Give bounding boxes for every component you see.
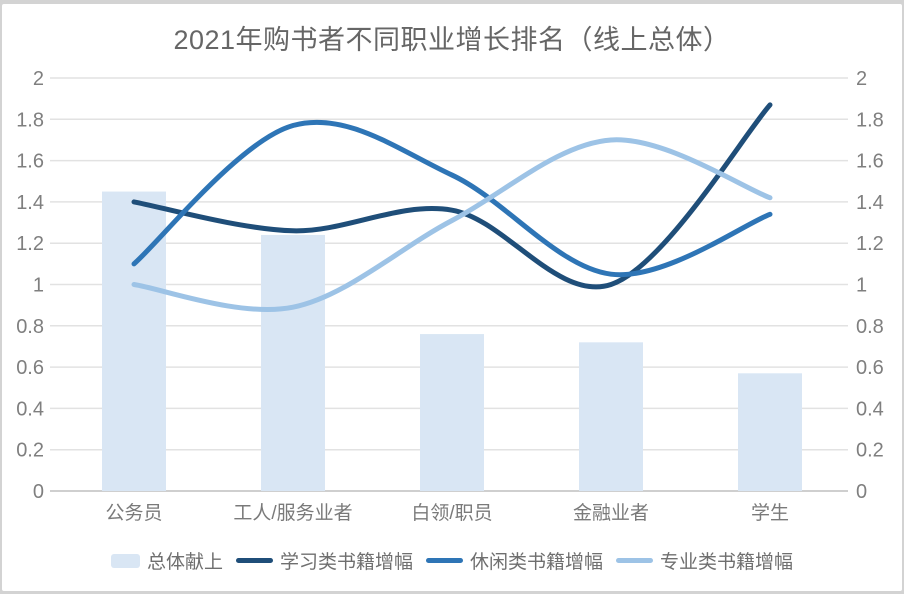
legend-line-swatch-icon xyxy=(616,558,654,563)
y-tick-label-right: 1 xyxy=(856,275,867,297)
y-tick-label-right: 0.2 xyxy=(856,440,884,462)
line-series-1 xyxy=(131,119,773,278)
legend-bar-swatch-icon xyxy=(110,553,140,568)
line-series-0 xyxy=(131,102,773,290)
legend-line-swatch-icon xyxy=(235,558,273,563)
y-tick-label-right: 1.8 xyxy=(856,109,884,131)
y-tick-label-left: 0.2 xyxy=(16,440,44,462)
y-tick-label-right: 1.6 xyxy=(856,151,884,173)
y-tick-label-left: 1 xyxy=(33,275,44,297)
y-tick-label-left: 0.4 xyxy=(16,398,44,420)
x-axis-label-0: 公务员 xyxy=(105,502,162,524)
legend-label-3: 专业类书籍增幅 xyxy=(660,552,794,573)
y-tick-label-right: 0.4 xyxy=(856,398,884,420)
bar-1 xyxy=(261,234,325,491)
y-tick-label-left: 0.6 xyxy=(16,357,44,379)
bar-4 xyxy=(738,373,802,491)
y-tick-label-left: 1.8 xyxy=(16,109,44,131)
chart-title: 2021年购书者不同职业增长排名（线上总体） xyxy=(173,25,731,55)
y-tick-label-left: 1.2 xyxy=(16,233,44,255)
y-tick-label-left: 1.6 xyxy=(16,151,44,173)
x-axis-label-4: 学生 xyxy=(751,502,789,524)
y-tick-label-left: 0.8 xyxy=(16,316,44,338)
legend-item-3[interactable]: 专业类书籍增幅 xyxy=(616,547,793,574)
y-tick-label-right: 1.4 xyxy=(856,192,884,214)
chart-legend: 总体献上 学习类书籍增幅 休闲类书籍增幅 专业类书籍增幅 xyxy=(2,547,902,574)
chart-card: 2021年购书者不同职业增长排名（线上总体） 0 0 0.2 0.2 0.4 0.4 0.6… xyxy=(2,4,902,591)
legend-line-swatch-icon xyxy=(426,558,463,563)
y-tick-label-right: 0.6 xyxy=(856,357,884,379)
y-tick-label-right: 1.2 xyxy=(856,233,884,255)
y-tick-label-right: 0.8 xyxy=(856,316,884,338)
x-axis-label-1: 工人/服务业者 xyxy=(233,502,352,524)
y-tick-label-left: 2 xyxy=(33,68,44,90)
legend-item-0[interactable]: 总体献上 xyxy=(110,547,223,574)
bar-3 xyxy=(579,342,643,491)
chart-plot-area: 0 0 0.2 0.2 0.4 0.4 0.6 0.6 0.8 0.8 1 1 1.2 1.2 1.4 1.4… xyxy=(16,68,884,524)
x-axis-label-3: 金融业者 xyxy=(573,502,649,524)
legend-item-1[interactable]: 学习类书籍增幅 xyxy=(235,547,413,574)
legend-label-0: 总体献上 xyxy=(146,552,223,573)
y-tick-label-right: 0 xyxy=(856,481,867,503)
bar-2 xyxy=(420,334,484,491)
legend-label-1: 学习类书籍增幅 xyxy=(279,552,413,573)
line-series-2 xyxy=(131,137,773,313)
legend-label-2: 休闲类书籍增幅 xyxy=(470,552,604,573)
y-tick-label-left: 1.4 xyxy=(16,192,44,214)
y-tick-label-left: 0 xyxy=(33,481,44,503)
bar-0 xyxy=(102,191,166,491)
legend-item-2[interactable]: 休闲类书籍增幅 xyxy=(426,547,603,574)
y-tick-label-right: 2 xyxy=(856,68,867,90)
x-axis-label-2: 白领/职员 xyxy=(411,502,492,524)
